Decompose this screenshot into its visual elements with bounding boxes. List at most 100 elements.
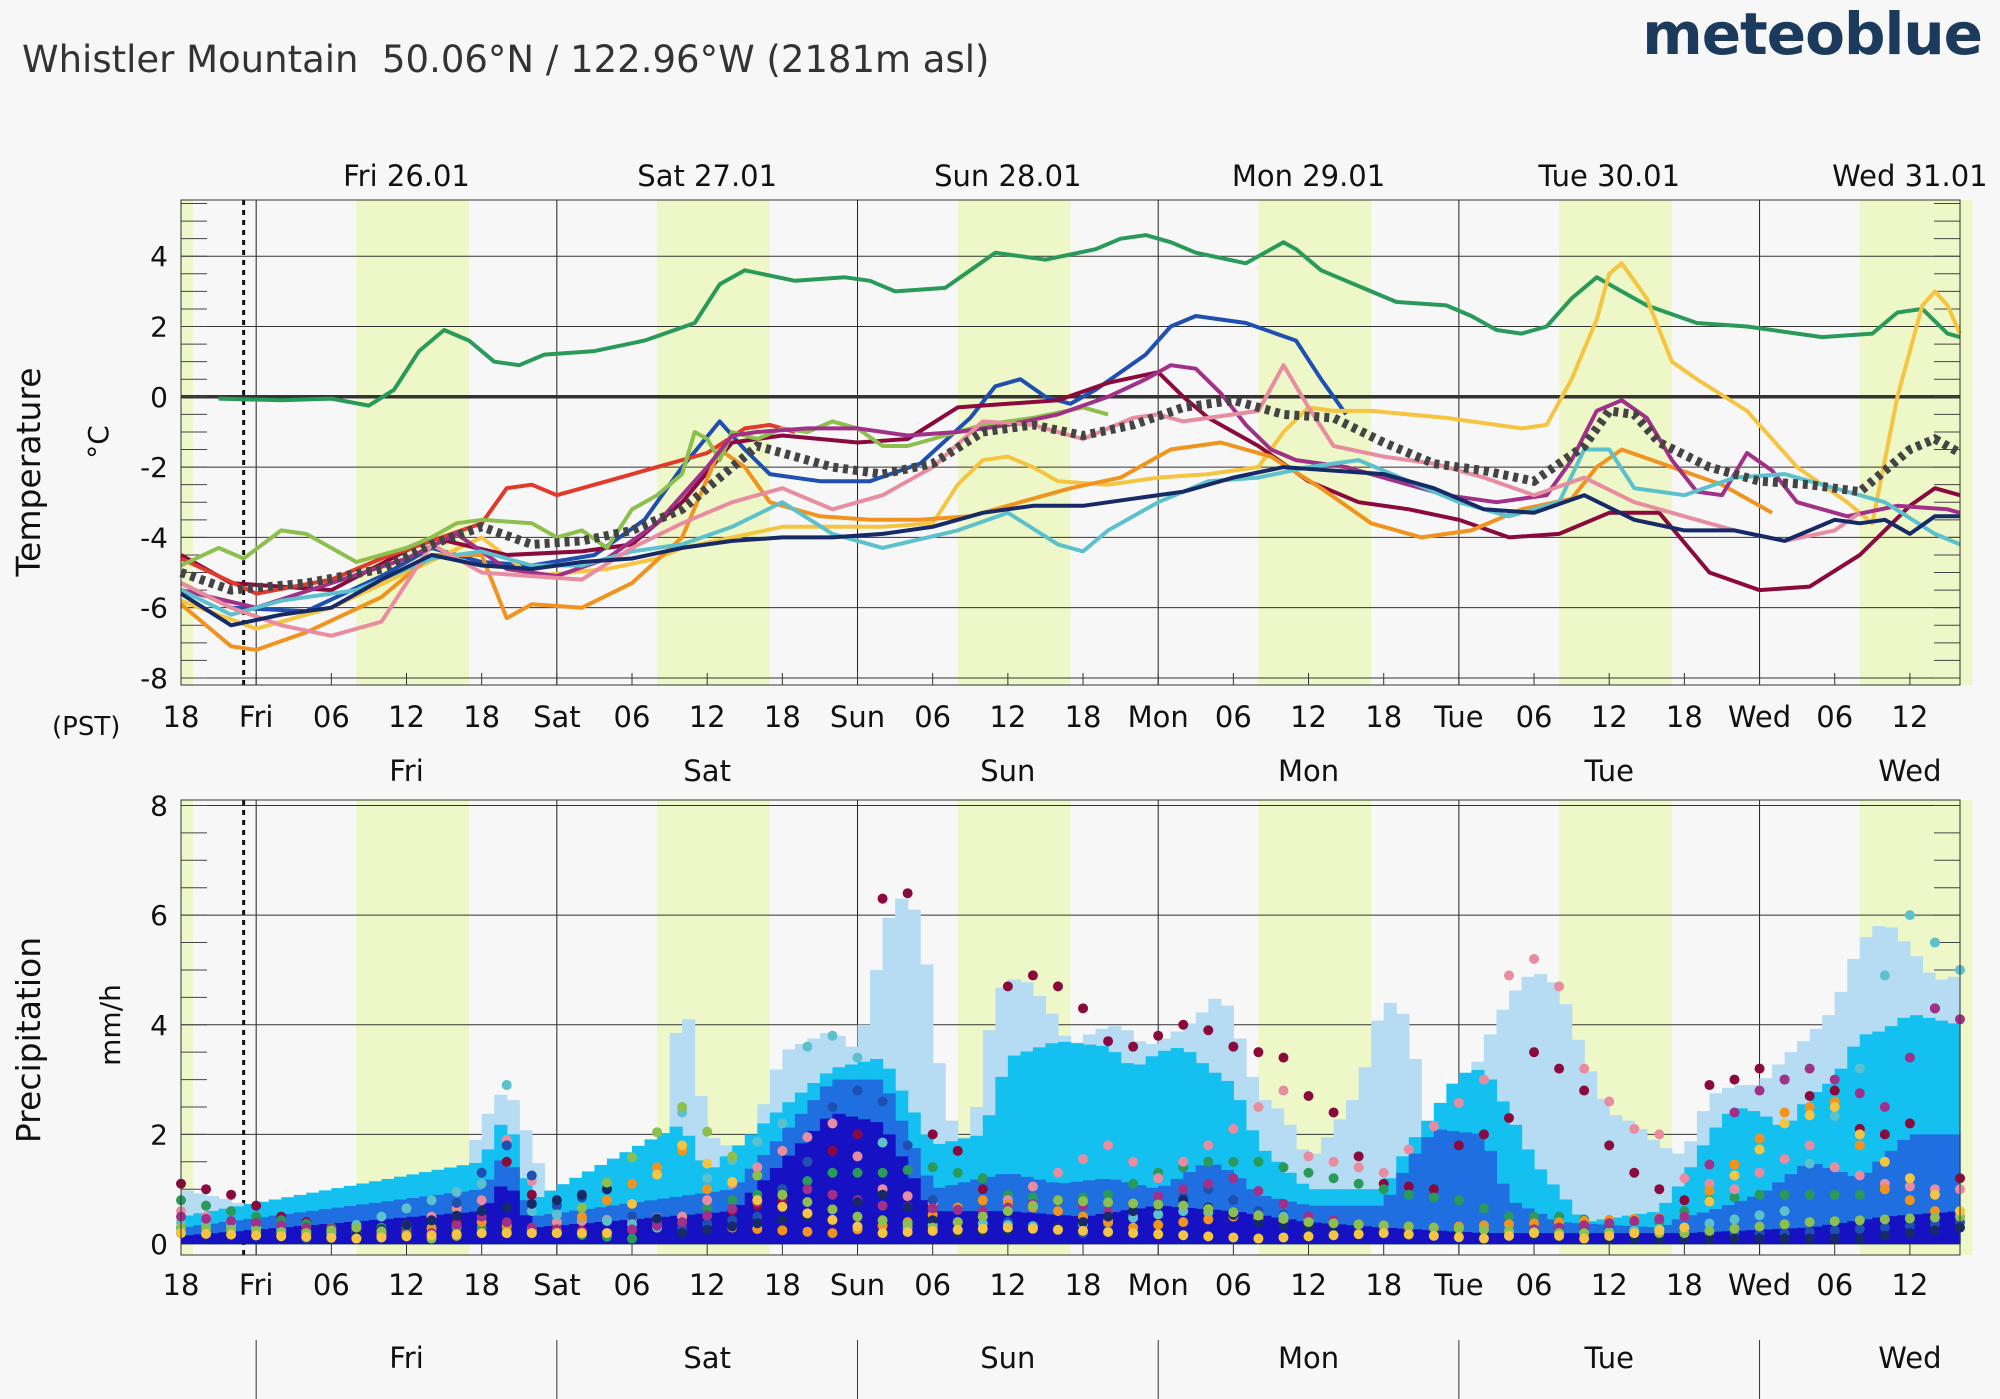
- precip-dot: [1804, 1217, 1815, 1228]
- precip-bar: [1596, 1098, 1610, 1245]
- precip-bar: [1045, 1214, 1059, 1245]
- day-header: Sat 27.01: [637, 159, 777, 193]
- precip-dot: [777, 1225, 788, 1236]
- precip-dot: [1829, 1074, 1840, 1085]
- precip-dot: [852, 1197, 863, 1208]
- precip-dot: [1178, 1200, 1189, 1211]
- precip-dot: [476, 1195, 487, 1206]
- hour-tick-label: 18: [463, 700, 500, 734]
- y-tick-label: 0: [150, 1228, 168, 1261]
- precip-dot: [827, 1101, 838, 1112]
- precip-dot: [1153, 1191, 1164, 1202]
- precip-dot: [1729, 1159, 1740, 1170]
- hour-tick-label: 18: [1666, 700, 1703, 734]
- precip-dot: [1929, 1003, 1940, 1014]
- precip-dot: [1879, 1214, 1890, 1225]
- precip-dot: [1904, 1181, 1915, 1192]
- precip-dot: [1629, 1228, 1640, 1239]
- precip-dot: [652, 1220, 663, 1231]
- precip-dot: [1153, 1199, 1164, 1210]
- precip-dot: [451, 1197, 462, 1208]
- precip-dot: [1253, 1233, 1264, 1244]
- precip-dot: [1078, 1225, 1089, 1236]
- precip-dot: [777, 1189, 788, 1200]
- precip-dot: [1278, 1085, 1289, 1096]
- day-label: Fri: [389, 754, 424, 788]
- precip-bar: [1458, 1132, 1473, 1245]
- precip-dot: [251, 1218, 262, 1229]
- precip-dot: [201, 1184, 212, 1195]
- daylight-band: [181, 800, 193, 1255]
- precip-dot: [1353, 1229, 1364, 1240]
- hour-tick-label: 06: [313, 700, 350, 734]
- precip-dot: [877, 1167, 888, 1178]
- precip-dot: [1754, 1063, 1765, 1074]
- precip-bar: [1546, 982, 1560, 1245]
- precip-dot: [927, 1215, 938, 1226]
- precip-bar: [1584, 1233, 1598, 1245]
- precip-dot: [576, 1202, 587, 1213]
- precip-dot: [1754, 1233, 1765, 1244]
- precip-dot: [1754, 1167, 1765, 1178]
- precip-dot: [777, 1214, 788, 1225]
- hour-tick-label: 06: [1816, 700, 1853, 734]
- precip-dot: [1629, 1123, 1640, 1134]
- precip-dot: [977, 1195, 988, 1206]
- precip-dot: [476, 1178, 487, 1189]
- hour-tick-label: 12: [388, 700, 425, 734]
- precip-dot: [1328, 1107, 1339, 1118]
- precip-dot: [1328, 1230, 1339, 1241]
- precip-dot: [627, 1233, 638, 1244]
- day-header: Mon 29.01: [1232, 159, 1385, 193]
- precip-dot: [1453, 1195, 1464, 1206]
- precip-dot: [526, 1206, 537, 1217]
- daylight-band: [657, 200, 770, 685]
- precip-bar: [1020, 1212, 1034, 1245]
- precip-bar: [1659, 1233, 1673, 1245]
- precip-dot: [1278, 1052, 1289, 1063]
- hour-tick-label: 18: [463, 1268, 500, 1302]
- precip-bar: [1546, 1233, 1560, 1245]
- precip-dot: [1929, 1189, 1940, 1200]
- day-label: Sun: [980, 1341, 1035, 1375]
- precip-dot: [1027, 1223, 1038, 1234]
- precip-dot: [902, 1140, 913, 1151]
- precip-dot: [902, 1165, 913, 1176]
- temperature-chart: 4 2 0 -2 -4 -6 -8 Fri 26.01 Sat 27.01 Sun 28.01 Mo…: [9, 159, 1988, 788]
- precip-dot: [1153, 1229, 1164, 1240]
- precip-bar: [819, 1118, 834, 1245]
- precip-dot: [1854, 1215, 1865, 1226]
- precip-dot: [1554, 981, 1565, 992]
- precip-dot: [852, 1129, 863, 1140]
- precip-dot: [777, 1145, 788, 1156]
- precip-dot: [1654, 1213, 1665, 1224]
- precip-dot: [1228, 1156, 1239, 1167]
- precip-dot: [1704, 1080, 1715, 1091]
- precip-dot: [1704, 1159, 1715, 1170]
- precip-dot: [326, 1232, 337, 1243]
- precip-dot: [1654, 1129, 1665, 1140]
- precip-dot: [451, 1186, 462, 1197]
- series-model-navy: [179, 465, 1960, 628]
- precip-dot: [1829, 1216, 1840, 1227]
- plot-frame: [180, 199, 1961, 686]
- precip-dot: [902, 1218, 913, 1229]
- hour-tick-label: 06: [614, 1268, 651, 1302]
- precip-dot: [1679, 1195, 1690, 1206]
- hour-tick-label: 18: [1065, 700, 1102, 734]
- precip-dot: [1403, 1144, 1414, 1155]
- precip-dot: [601, 1216, 612, 1227]
- precip-dot: [677, 1217, 688, 1228]
- precip-dot: [1178, 1230, 1189, 1241]
- precip-dot: [1604, 1140, 1615, 1151]
- precip-dot: [1729, 1214, 1740, 1225]
- series-model-lightgreen: [180, 405, 1109, 568]
- series-model-purple: [180, 363, 1961, 610]
- precip-dot: [1729, 1233, 1740, 1244]
- hour-tick-label: 18: [1365, 700, 1402, 734]
- y-tick-label: 2: [150, 311, 168, 344]
- precip-dot: [1153, 1173, 1164, 1184]
- precip-dot: [1052, 1206, 1063, 1217]
- y-tick-label: 4: [150, 1009, 168, 1042]
- precip-dot: [852, 1167, 863, 1178]
